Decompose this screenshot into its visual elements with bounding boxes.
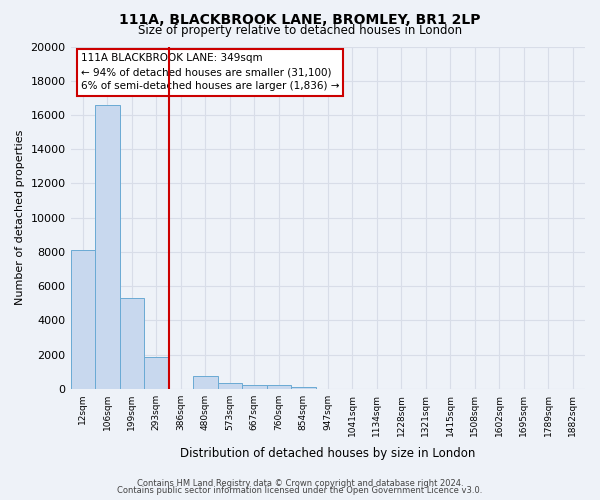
Bar — [291, 387, 316, 389]
Text: Contains public sector information licensed under the Open Government Licence v3: Contains public sector information licen… — [118, 486, 482, 495]
Bar — [71, 250, 95, 389]
Text: Size of property relative to detached houses in London: Size of property relative to detached ho… — [138, 24, 462, 37]
Bar — [218, 383, 242, 389]
Y-axis label: Number of detached properties: Number of detached properties — [15, 130, 25, 306]
Bar — [119, 298, 144, 389]
Text: 111A, BLACKBROOK LANE, BROMLEY, BR1 2LP: 111A, BLACKBROOK LANE, BROMLEY, BR1 2LP — [119, 12, 481, 26]
X-axis label: Distribution of detached houses by size in London: Distribution of detached houses by size … — [180, 447, 475, 460]
Bar — [193, 376, 218, 389]
Bar — [242, 384, 266, 389]
Bar — [95, 104, 119, 389]
Text: Contains HM Land Registry data © Crown copyright and database right 2024.: Contains HM Land Registry data © Crown c… — [137, 478, 463, 488]
Text: 111A BLACKBROOK LANE: 349sqm
← 94% of detached houses are smaller (31,100)
6% of: 111A BLACKBROOK LANE: 349sqm ← 94% of de… — [81, 54, 340, 92]
Bar — [144, 357, 169, 389]
Bar — [266, 386, 291, 389]
